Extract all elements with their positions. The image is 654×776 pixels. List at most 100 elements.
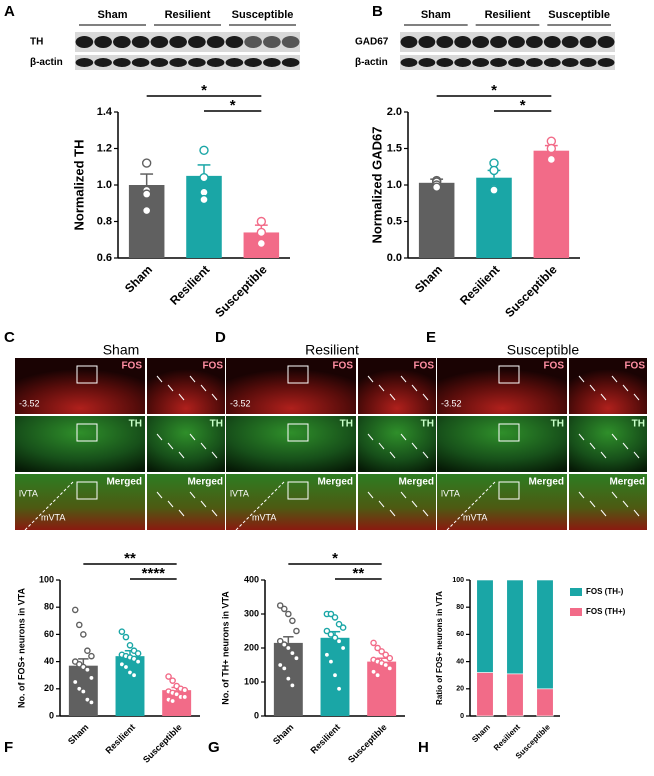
micrograph-inset bbox=[358, 474, 436, 530]
data-point bbox=[181, 686, 189, 694]
data-point bbox=[293, 627, 300, 635]
data-point bbox=[276, 661, 284, 669]
y-tick-label: 0.0 bbox=[387, 252, 402, 264]
channel-label: TH bbox=[632, 419, 645, 430]
blot-strip bbox=[75, 32, 300, 52]
y-axis-label: Normalized GAD67 bbox=[369, 126, 384, 243]
region-label: lVTA bbox=[230, 488, 249, 498]
y-tick-label: 0.5 bbox=[387, 215, 402, 227]
region-label: mVTA bbox=[41, 512, 65, 522]
channel-label: Merged bbox=[398, 477, 434, 488]
significance-label: * bbox=[230, 97, 236, 114]
arrow bbox=[578, 433, 585, 441]
blot-band bbox=[579, 58, 597, 67]
data-point bbox=[165, 673, 172, 680]
x-tick-label: Resilient bbox=[492, 722, 522, 752]
blot-strip bbox=[400, 32, 615, 52]
micrograph bbox=[437, 416, 567, 472]
blot-band bbox=[472, 58, 490, 67]
arrow bbox=[633, 451, 640, 459]
region-label: lVTA bbox=[19, 488, 38, 498]
blot-group-label: Susceptible bbox=[232, 9, 294, 21]
bregma-label: -3.52 bbox=[441, 398, 462, 408]
arrow bbox=[167, 500, 174, 508]
data-point bbox=[84, 647, 91, 655]
blot-band bbox=[94, 58, 112, 67]
blot-band bbox=[188, 58, 206, 67]
data-point bbox=[122, 633, 130, 641]
blot-band bbox=[206, 36, 225, 48]
data-point bbox=[489, 185, 499, 195]
roi-box bbox=[498, 423, 520, 442]
micrograph bbox=[15, 416, 145, 472]
data-point bbox=[169, 677, 176, 684]
roi-box bbox=[287, 423, 309, 442]
y-tick-label: 400 bbox=[244, 574, 259, 584]
data-point bbox=[280, 641, 288, 648]
channel-label: TH bbox=[340, 419, 353, 430]
x-tick-label: Susceptible bbox=[141, 722, 184, 765]
blot-band bbox=[188, 36, 206, 48]
image-title: Susceptible bbox=[507, 342, 580, 358]
arrow bbox=[156, 375, 163, 383]
data-point bbox=[134, 650, 142, 657]
y-tick-label: 1.4 bbox=[97, 106, 113, 118]
blot-band bbox=[454, 36, 472, 48]
arrow bbox=[589, 500, 596, 508]
micrograph bbox=[437, 358, 567, 414]
data-point bbox=[141, 205, 152, 216]
blot-group-label: Sham bbox=[98, 9, 128, 21]
arrow bbox=[367, 433, 374, 441]
panel-letter: C bbox=[4, 329, 15, 346]
data-point bbox=[489, 165, 499, 176]
x-tick-label: Sham bbox=[470, 723, 492, 745]
bregma-label: -3.52 bbox=[230, 398, 251, 408]
data-point bbox=[370, 668, 377, 676]
data-point bbox=[374, 671, 381, 679]
region-divider bbox=[446, 481, 496, 531]
blot-band bbox=[543, 58, 561, 67]
x-tick-label: Resilient bbox=[457, 262, 502, 307]
data-point bbox=[374, 644, 381, 652]
roi-box bbox=[76, 481, 98, 500]
channel-label: TH bbox=[210, 419, 223, 430]
data-point bbox=[126, 641, 134, 649]
panel-letter: A bbox=[4, 3, 15, 20]
blot-band bbox=[418, 36, 436, 48]
data-point bbox=[327, 658, 335, 665]
blot-band bbox=[597, 36, 615, 48]
roi-box bbox=[76, 423, 98, 442]
y-tick-label: 20 bbox=[456, 686, 464, 693]
micrograph-inset bbox=[147, 416, 225, 472]
data-point bbox=[335, 685, 343, 693]
data-point bbox=[80, 631, 87, 638]
arrow bbox=[422, 509, 429, 517]
arrow bbox=[611, 433, 618, 441]
x-tick-label: Susceptible bbox=[502, 262, 560, 320]
panel-letter: H bbox=[418, 739, 429, 756]
data-point bbox=[323, 651, 331, 659]
arrow bbox=[611, 491, 618, 499]
blot-band bbox=[244, 36, 262, 48]
y-tick-label: 100 bbox=[452, 577, 464, 584]
x-tick-label: Resilient bbox=[103, 722, 137, 756]
channel-label: Merged bbox=[187, 477, 223, 488]
data-point bbox=[256, 238, 267, 249]
bar-segment bbox=[506, 579, 524, 675]
channel-label: FOS bbox=[202, 361, 223, 372]
blot-band bbox=[454, 58, 472, 67]
channel-label: FOS bbox=[413, 361, 434, 372]
arrow bbox=[578, 491, 585, 499]
panel-letter: F bbox=[4, 739, 13, 756]
y-tick-label: 1.2 bbox=[97, 142, 112, 154]
legend-label: FOS (TH+) bbox=[586, 607, 626, 616]
data-point bbox=[88, 674, 95, 682]
significance-label: * bbox=[332, 550, 338, 567]
y-tick-label: 0.6 bbox=[97, 252, 112, 264]
arrow bbox=[178, 393, 185, 401]
blot-band bbox=[150, 58, 169, 67]
bar bbox=[533, 150, 570, 258]
bar-segment bbox=[476, 672, 494, 717]
blot-group-label: Resilient bbox=[485, 9, 531, 21]
